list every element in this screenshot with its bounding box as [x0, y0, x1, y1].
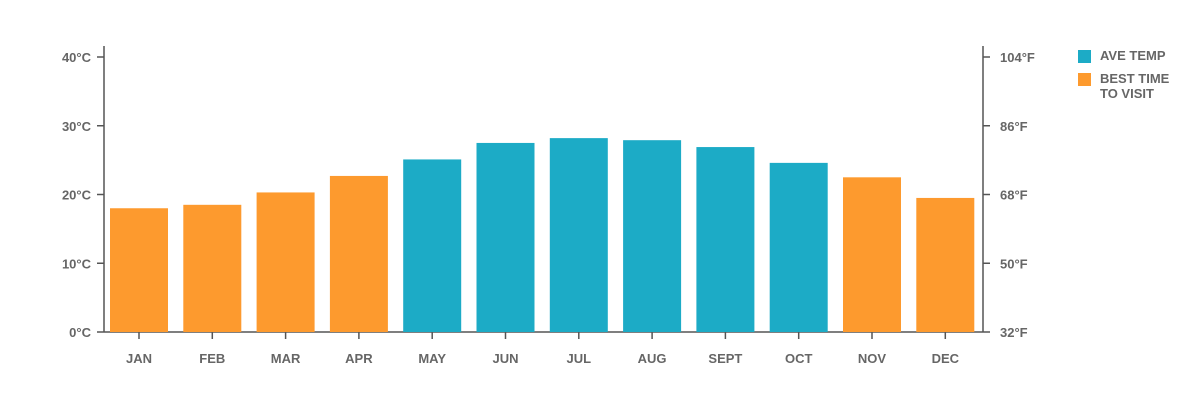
y-tick-label-right: 104°F [1000, 50, 1035, 65]
x-tick-label: SEPT [708, 351, 742, 366]
y-tick-label-left: 20°C [62, 188, 92, 203]
legend-swatch-best-time [1078, 73, 1091, 86]
x-tick-label: APR [345, 351, 373, 366]
bar-mar [256, 192, 315, 332]
y-tick-label-right: 32°F [1000, 325, 1028, 340]
y-tick-label-right: 68°F [1000, 188, 1028, 203]
bar-jan [110, 208, 168, 332]
x-tick-label: MAR [271, 351, 301, 366]
legend-label-ave-temp: AVE TEMP [1100, 48, 1166, 63]
x-tick-label: JAN [126, 351, 152, 366]
legend-label-best-time: BEST TIME TO VISIT [1100, 71, 1170, 101]
bar-jun [476, 142, 535, 332]
bar-apr [329, 175, 388, 332]
bar-oct [769, 162, 828, 332]
bar-nov [843, 177, 901, 332]
legend-item-best-time: BEST TIME TO VISIT [1078, 71, 1190, 101]
bar-feb [183, 204, 242, 332]
x-tick-label: JUN [492, 351, 518, 366]
bar-sept [696, 147, 755, 332]
legend-item-ave-temp: AVE TEMP [1078, 48, 1190, 63]
x-tick-label: AUG [638, 351, 667, 366]
y-tick-label-left: 0°C [69, 325, 91, 340]
bars [110, 138, 975, 332]
y-tick-label-left: 30°C [62, 119, 92, 134]
axes [97, 46, 990, 339]
x-tick-label: DEC [932, 351, 960, 366]
x-tick-label: FEB [199, 351, 225, 366]
bar-may [403, 159, 462, 332]
legend: AVE TEMP BEST TIME TO VISIT [1078, 48, 1190, 109]
x-tick-label: NOV [858, 351, 887, 366]
x-tick-label: OCT [785, 351, 813, 366]
y-tick-label-right: 50°F [1000, 256, 1028, 271]
bar-aug [623, 140, 682, 332]
bar-jul [549, 138, 608, 332]
y-tick-label-left: 10°C [62, 256, 92, 271]
x-tick-label: MAY [418, 351, 446, 366]
x-tick-label: JUL [567, 351, 592, 366]
y-tick-label-left: 40°C [62, 50, 92, 65]
bar-dec [916, 197, 975, 332]
tick-labels: 0°C 32°F 10°C 50°F 20°C 68°F 30°C 86°F 40°C 104°F… [62, 50, 1035, 366]
legend-swatch-ave-temp [1078, 50, 1091, 63]
y-tick-label-right: 86°F [1000, 119, 1028, 134]
